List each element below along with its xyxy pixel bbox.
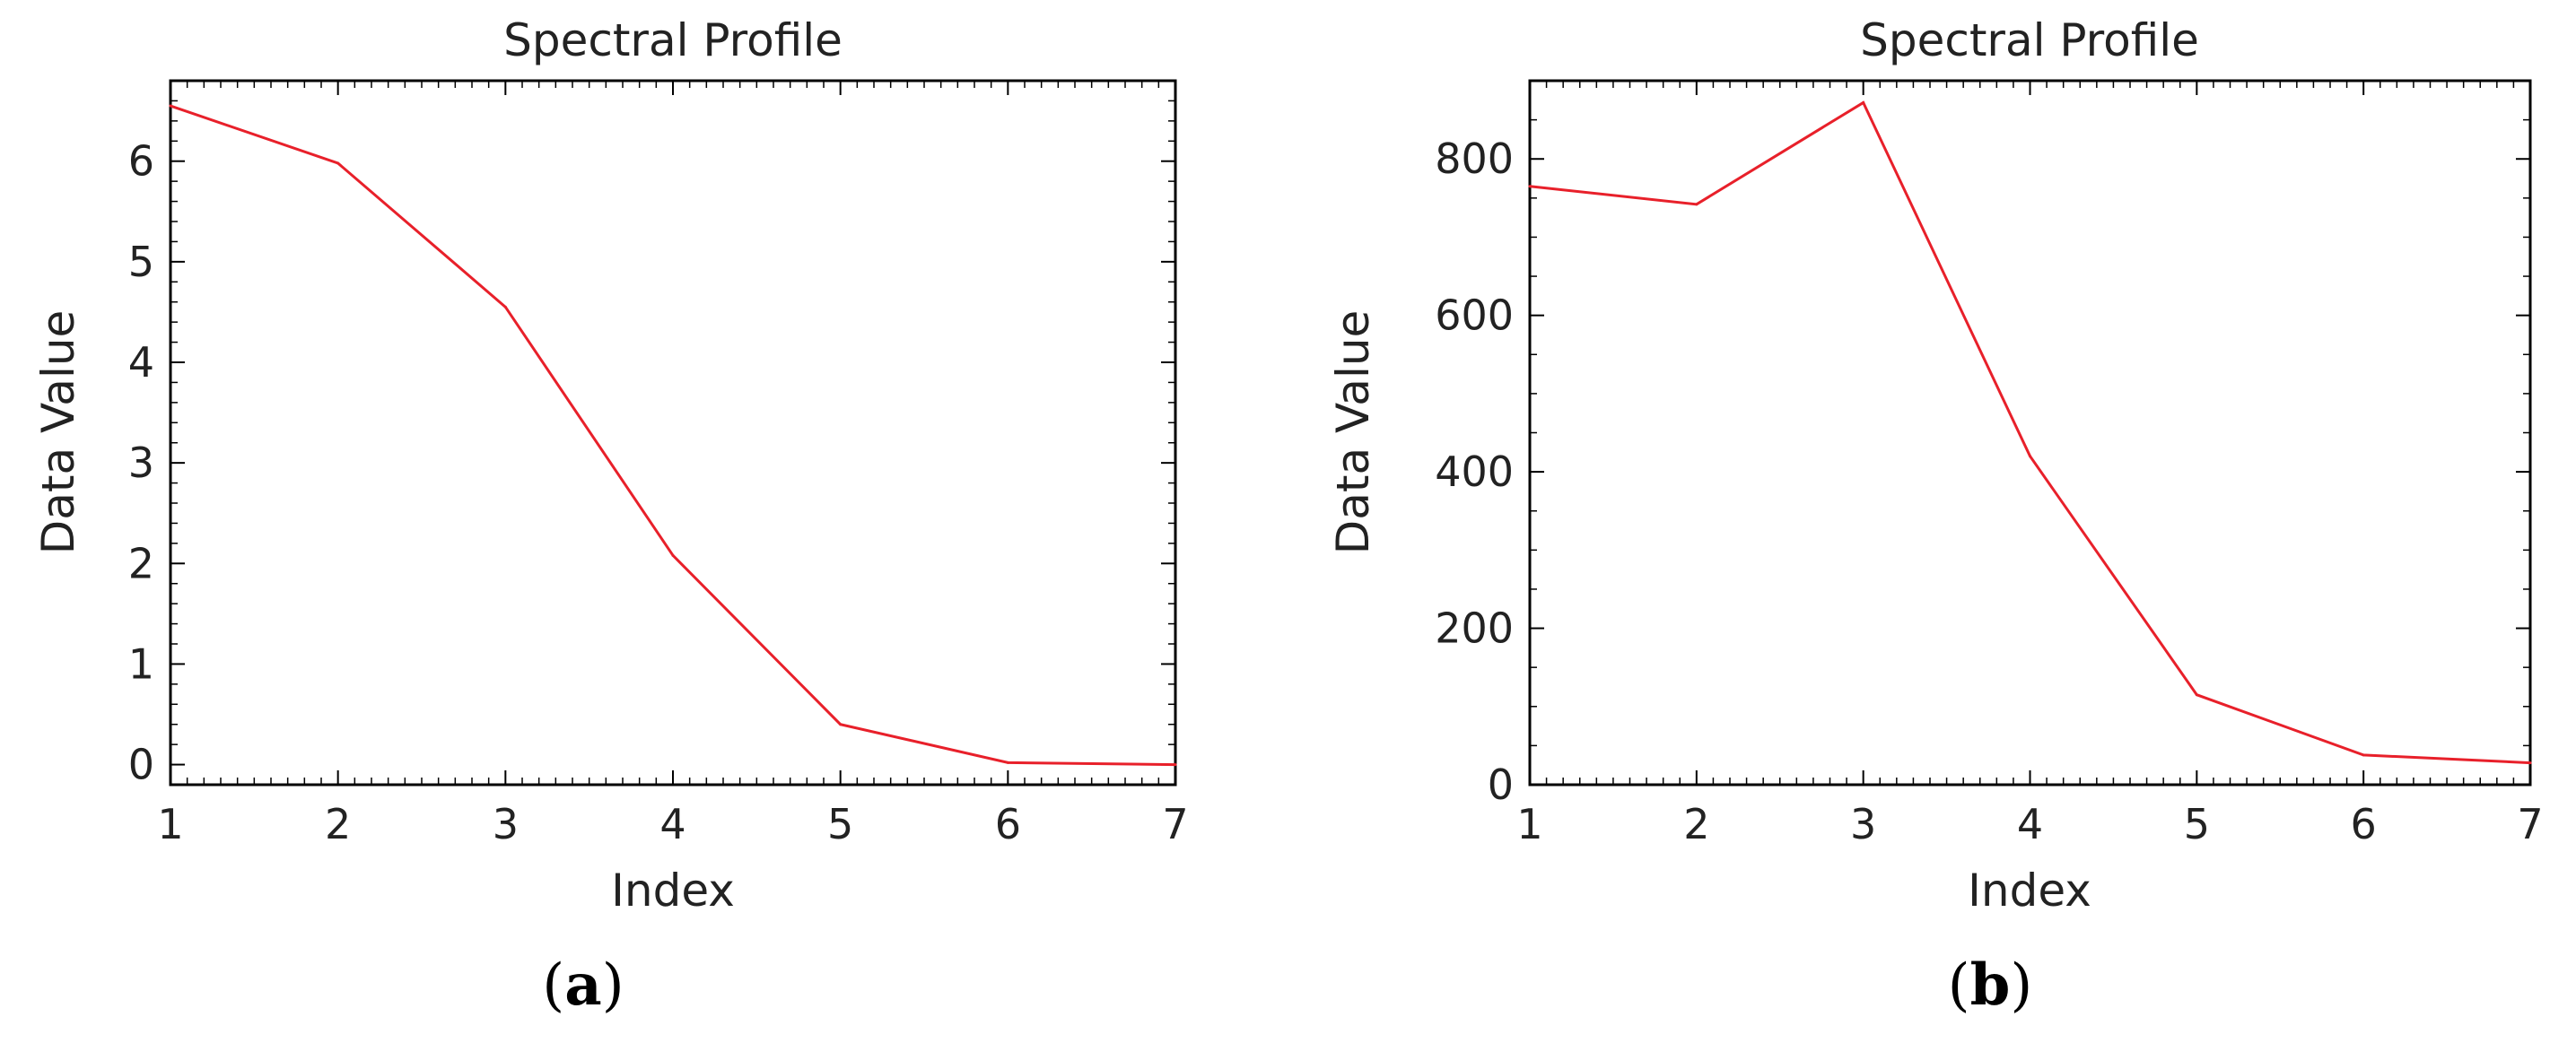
y-tick-label: 0	[1488, 761, 1514, 809]
plot-frame	[169, 79, 1177, 787]
y-tick-label: 4	[128, 338, 154, 387]
x-tick-label: 3	[1850, 800, 1876, 848]
x-axis-label: Index	[611, 865, 735, 917]
y-tick-label: 2	[128, 539, 154, 587]
data-point	[336, 161, 340, 165]
data-point	[2362, 753, 2365, 757]
x-tick-label: 3	[493, 800, 519, 848]
x-tick-label: 4	[2017, 800, 2043, 848]
data-point	[1862, 100, 1865, 104]
x-axis-label: Index	[1968, 865, 2091, 917]
y-tick-label: 400	[1435, 448, 1514, 496]
axis-ticks	[170, 80, 1176, 786]
data-point	[1528, 185, 1532, 188]
y-tick-label: 0	[128, 741, 154, 789]
chart-panel-b: Spectral Profile 1 2 3 4 5 6 7 0 200 400 600 800 In…	[1327, 14, 2544, 1019]
data-point	[1006, 761, 1009, 764]
x-tick-label: 4	[659, 800, 685, 848]
y-tick-label: 800	[1435, 135, 1514, 183]
data-point	[839, 723, 843, 726]
x-tick-label: 1	[157, 800, 183, 848]
data-point	[2195, 693, 2198, 697]
x-tick-label: 5	[827, 800, 853, 848]
plot-frame	[1528, 79, 2532, 787]
data-point	[2029, 455, 2031, 458]
tick-labels: 1 2 3 4 5 6 7 0 200 400 600 800	[1435, 135, 2543, 848]
y-axis-label: Data Value	[32, 310, 84, 555]
y-tick-label: 1	[128, 639, 154, 688]
x-tick-label: 2	[325, 800, 351, 848]
data-point	[169, 104, 172, 108]
chart-title: Spectral Profile	[503, 14, 843, 66]
y-tick-label: 5	[128, 238, 154, 286]
x-tick-label: 5	[2184, 800, 2210, 848]
data-point	[503, 305, 507, 309]
x-tick-label: 6	[995, 800, 1021, 848]
panel-label-b: (b)	[1948, 952, 2033, 1019]
data-point	[671, 553, 675, 557]
x-tick-label: 1	[1516, 800, 1542, 848]
y-axis-label: Data Value	[1327, 310, 1379, 555]
data-point	[1695, 203, 1698, 206]
chart-title: Spectral Profile	[1860, 14, 2199, 66]
panel-label-a: (a)	[542, 952, 624, 1019]
series-line	[1529, 100, 2531, 765]
data-point	[2528, 761, 2532, 765]
y-tick-label: 600	[1435, 291, 1514, 340]
y-tick-label: 200	[1435, 604, 1514, 653]
series-line	[170, 104, 1176, 767]
x-tick-label: 7	[1162, 800, 1188, 848]
y-tick-label: 3	[128, 439, 154, 487]
x-tick-label: 7	[2517, 800, 2543, 848]
data-point	[1174, 763, 1177, 767]
x-tick-label: 2	[1683, 800, 1709, 848]
y-tick-label: 6	[128, 137, 154, 186]
x-tick-label: 6	[2351, 800, 2377, 848]
axis-ticks	[1529, 80, 2531, 786]
